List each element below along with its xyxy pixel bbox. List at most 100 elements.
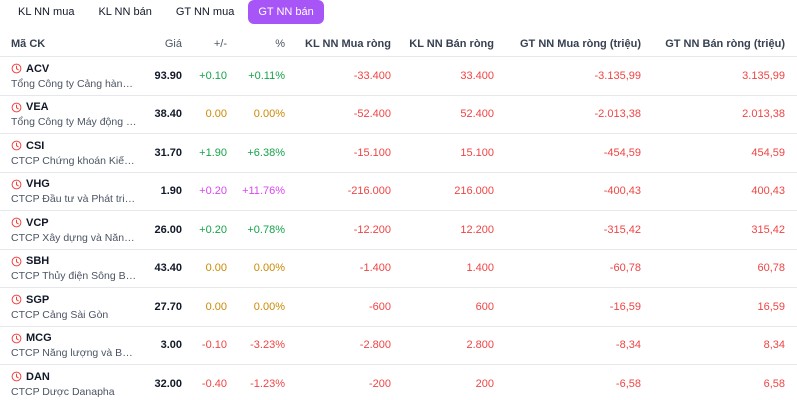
gt-mua-value: -400,43 xyxy=(603,185,641,198)
stock-symbol[interactable]: VEA xyxy=(26,101,49,114)
kl-mua-value: -2.800 xyxy=(359,339,391,352)
price-value: 1.90 xyxy=(160,185,182,198)
tab-gt-nn-ban[interactable]: GT NN bán xyxy=(248,0,324,24)
header-kl-ban[interactable]: KL NN Bán ròng xyxy=(409,38,494,50)
kl-mua-value: -200 xyxy=(368,377,391,390)
table-row[interactable]: VHG CTCP Đầu tư và Phát triển ... 1.90 +0.2… xyxy=(0,171,797,211)
stock-cell: MCG CTCP Năng lượng và Bất đ... xyxy=(0,331,140,359)
percent-value: +11.76% xyxy=(242,185,285,198)
header-percent[interactable]: % xyxy=(275,38,285,50)
tab-gt-nn-mua[interactable]: GT NN mua xyxy=(175,6,235,18)
percent-value: +6.38% xyxy=(247,146,285,159)
gt-ban-value: 3.135,99 xyxy=(742,69,785,82)
gt-ban-value: 6,58 xyxy=(763,377,785,390)
stock-cell: VCP CTCP Xây dựng và Năng lư... xyxy=(0,216,140,244)
company-name: CTCP Thủy điện Sông Ba Hạ xyxy=(11,270,137,283)
kl-mua-value: -1.400 xyxy=(359,262,391,275)
stock-symbol[interactable]: SGP xyxy=(26,293,50,306)
kl-ban-value: 600 xyxy=(475,300,494,313)
header-change[interactable]: +/- xyxy=(213,38,227,50)
table-row[interactable]: VCP CTCP Xây dựng và Năng lư... 26.00 +0.20… xyxy=(0,210,797,249)
clock-icon xyxy=(11,294,22,305)
stock-symbol[interactable]: VHG xyxy=(26,178,50,191)
kl-ban-value: 1.400 xyxy=(466,262,494,275)
company-name: CTCP Dược Danapha xyxy=(11,385,115,398)
percent-value: -1.23% xyxy=(250,377,285,390)
kl-mua-value: -33.400 xyxy=(353,69,391,82)
table-row[interactable]: VEA Tổng Công ty Máy động lực... 38.40 0.00… xyxy=(0,94,797,134)
percent-value: 0.00% xyxy=(253,108,285,121)
gt-mua-value: -3.135,99 xyxy=(594,69,641,82)
change-value: -0.40 xyxy=(201,377,227,390)
percent-value: +0.78% xyxy=(247,223,285,236)
stock-cell: VHG CTCP Đầu tư và Phát triển ... xyxy=(0,177,140,205)
table-row[interactable]: MCG CTCP Năng lượng và Bất đ... 3.00 -0.10 -… xyxy=(0,325,797,365)
company-name: Tổng Công ty Cảng hàng k... xyxy=(11,77,137,90)
change-value: +0.20 xyxy=(199,185,227,198)
table-row[interactable]: SBH CTCP Thủy điện Sông Ba Hạ 43.40 0.00 0.0… xyxy=(0,248,797,288)
kl-mua-value: -52.400 xyxy=(353,108,391,121)
header-gt-mua[interactable]: GT NN Mua ròng (triệu) xyxy=(520,38,641,50)
gt-mua-value: -6,58 xyxy=(615,377,641,390)
header-code[interactable]: Mã CK xyxy=(11,38,46,50)
company-name: CTCP Năng lượng và Bất đ... xyxy=(11,347,137,360)
change-value: 0.00 xyxy=(205,262,227,275)
gt-mua-value: -2.013,38 xyxy=(594,108,641,121)
stock-cell: CSI CTCP Chứng khoán Kiến T... xyxy=(0,139,140,167)
percent-value: -3.23% xyxy=(250,339,285,352)
stock-cell: VEA Tổng Công ty Máy động lực... xyxy=(0,100,140,128)
price-value: 38.40 xyxy=(154,108,182,121)
symbol-line: SGP xyxy=(11,293,140,307)
price-value: 3.00 xyxy=(160,339,182,352)
symbol-line: DAN xyxy=(11,370,140,384)
symbol-line: VCP xyxy=(11,216,140,230)
table-row[interactable]: DAN CTCP Dược Danapha 32.00 -0.40 -1.23% -200… xyxy=(0,364,797,400)
stock-symbol[interactable]: CSI xyxy=(26,139,45,152)
kl-ban-value: 12.200 xyxy=(460,223,494,236)
table-row[interactable]: SGP CTCP Cảng Sài Gòn 27.70 0.00 0.00% -600 60… xyxy=(0,287,797,326)
table-row[interactable]: ACV Tổng Công ty Cảng hàng k... 93.90 +0.10… xyxy=(0,56,797,95)
gt-ban-value: 315,42 xyxy=(751,223,785,236)
header-price[interactable]: Giá xyxy=(164,38,182,50)
percent-value: 0.00% xyxy=(253,300,285,313)
clock-icon xyxy=(11,102,22,113)
stock-cell: SGP CTCP Cảng Sài Gòn xyxy=(0,293,140,321)
gt-mua-value: -16,59 xyxy=(609,300,641,313)
symbol-line: MCG xyxy=(11,331,140,345)
clock-icon xyxy=(11,217,22,228)
tab-bar: KL NN mua KL NN bán GT NN mua GT NN bán xyxy=(8,0,324,24)
gt-mua-value: -60,78 xyxy=(609,262,641,275)
tab-kl-nn-mua[interactable]: KL NN mua xyxy=(18,6,75,18)
table-row[interactable]: CSI CTCP Chứng khoán Kiến T... 31.70 +1.90 +… xyxy=(0,133,797,172)
symbol-line: CSI xyxy=(11,139,140,153)
tab-kl-nn-ban[interactable]: KL NN bán xyxy=(98,6,152,18)
stock-symbol[interactable]: MCG xyxy=(26,332,52,345)
kl-mua-value: -15.100 xyxy=(353,146,391,159)
clock-icon xyxy=(11,63,22,74)
change-value: 0.00 xyxy=(205,300,227,313)
percent-value: 0.00% xyxy=(253,262,285,275)
kl-mua-value: -216.000 xyxy=(347,185,391,198)
header-kl-mua[interactable]: KL NN Mua ròng xyxy=(305,38,391,50)
change-value: +1.90 xyxy=(199,146,227,159)
kl-mua-value: -12.200 xyxy=(353,223,391,236)
stock-symbol[interactable]: ACV xyxy=(26,62,50,75)
gt-mua-value: -454,59 xyxy=(603,146,641,159)
kl-ban-value: 216.000 xyxy=(454,185,494,198)
symbol-line: SBH xyxy=(11,254,140,268)
price-value: 43.40 xyxy=(154,262,182,275)
stock-symbol[interactable]: VCP xyxy=(26,216,49,229)
stock-symbol[interactable]: SBH xyxy=(26,255,50,268)
gt-ban-value: 16,59 xyxy=(757,300,785,313)
company-name: CTCP Đầu tư và Phát triển ... xyxy=(11,193,137,206)
company-name: CTCP Cảng Sài Gòn xyxy=(11,308,109,321)
stock-symbol[interactable]: DAN xyxy=(26,370,50,383)
stock-cell: SBH CTCP Thủy điện Sông Ba Hạ xyxy=(0,254,140,282)
price-value: 27.70 xyxy=(154,300,182,313)
kl-ban-value: 200 xyxy=(475,377,494,390)
header-gt-ban[interactable]: GT NN Bán ròng (triệu) xyxy=(665,38,785,50)
percent-value: +0.11% xyxy=(248,69,285,82)
table-body: ACV Tổng Công ty Cảng hàng k... 93.90 +0.10… xyxy=(0,56,797,400)
price-value: 26.00 xyxy=(154,223,182,236)
symbol-line: VEA xyxy=(11,100,140,114)
